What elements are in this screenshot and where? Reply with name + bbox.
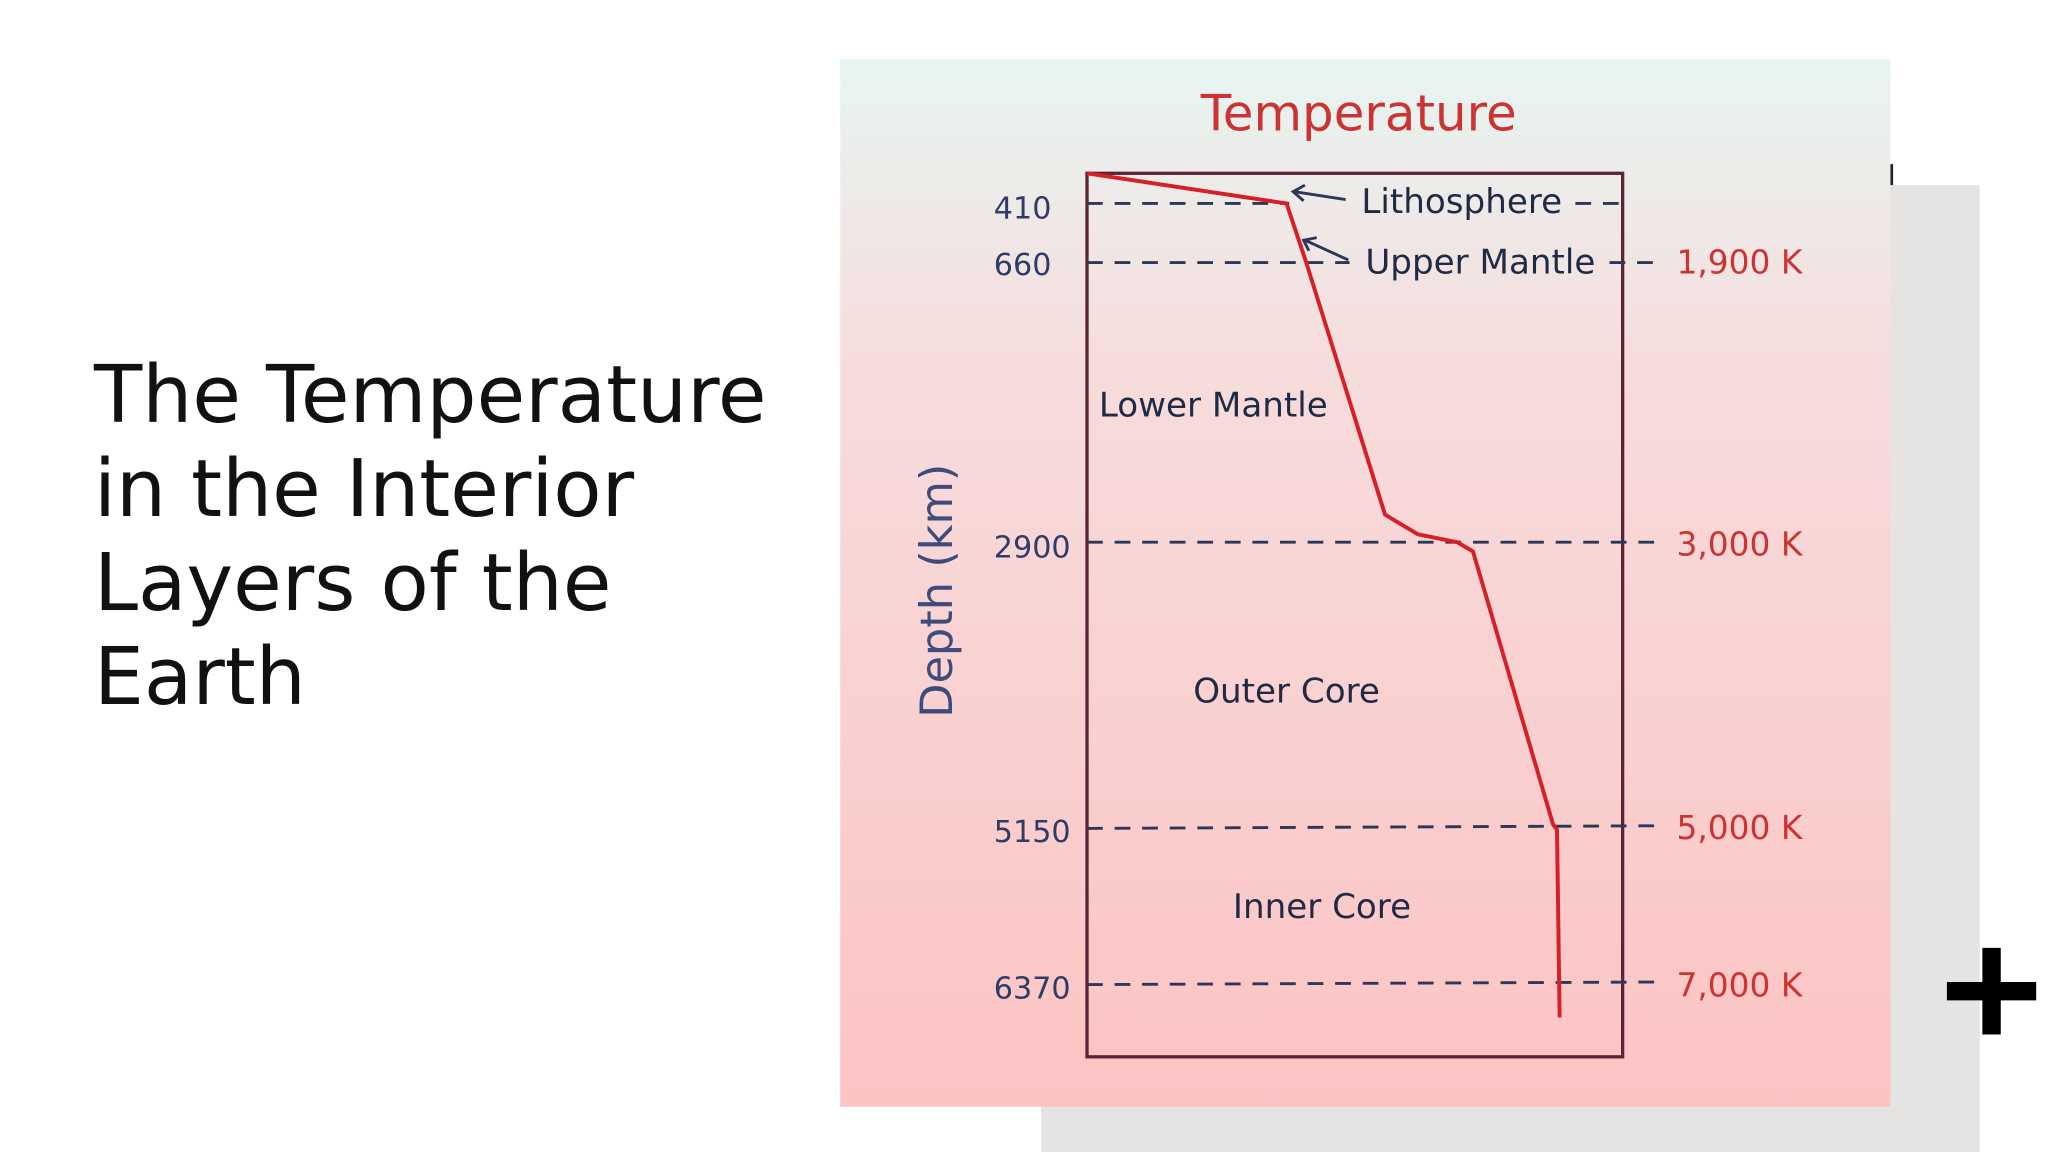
depth-labels: 410 660 2900 5150 6370 (994, 192, 1071, 1007)
slide-title: The Temperature in the Interior Layers o… (94, 349, 767, 723)
temperature-label: 1,900 K (1676, 243, 1803, 281)
depth-label: 660 (994, 248, 1052, 283)
layer-labels: Lithosphere Upper Mantle Lower Mantle Ou… (1099, 182, 1596, 927)
depth-lines (1087, 202, 1661, 987)
dashed-line (1087, 980, 1661, 987)
depth-label: 2900 (994, 530, 1071, 565)
arrow (1290, 183, 1346, 202)
axis-label: Depth (km) (911, 464, 963, 718)
layer-label: Lithosphere (1361, 182, 1562, 222)
plus-icon (1946, 947, 2037, 1035)
dashed-line (1087, 824, 1661, 830)
plus-bar (1982, 947, 2001, 1035)
layer-label: Upper Mantle (1365, 242, 1595, 282)
tick-decoration (1889, 164, 1894, 186)
temperature-labels: 1,900 K 3,000 K 5,000 K 7,000 K (1676, 243, 1803, 1004)
layer-label: Inner Core (1233, 887, 1411, 927)
temperature-curve (1086, 171, 1562, 1018)
depth-label: 6370 (994, 971, 1071, 1006)
layer-label: Lower Mantle (1099, 385, 1328, 425)
diagram-panel (840, 59, 1891, 1107)
layer-box (1085, 171, 1625, 1059)
temperature-label: 3,000 K (1676, 526, 1803, 564)
temperature-label: 5,000 K (1676, 809, 1803, 847)
layer-label: Outer Core (1193, 672, 1380, 712)
temperature-label: 7,000 K (1676, 967, 1803, 1005)
depth-label: 5150 (994, 815, 1071, 850)
depth-label: 410 (994, 192, 1052, 227)
pointer-arrows (1290, 183, 1349, 262)
arrow (1301, 236, 1349, 262)
diagram-title: Temperature (1200, 84, 1517, 142)
